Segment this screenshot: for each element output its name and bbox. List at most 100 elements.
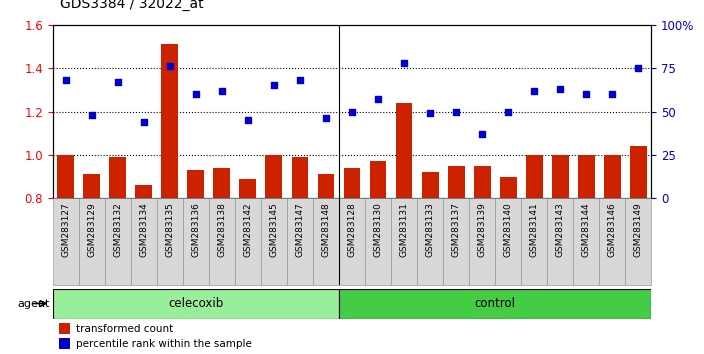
Text: GSM283131: GSM283131: [400, 202, 408, 257]
Text: GSM283140: GSM283140: [503, 202, 513, 257]
Point: [60, 78, 71, 83]
Point: [242, 117, 253, 123]
Text: GSM283141: GSM283141: [529, 202, 539, 257]
Bar: [187, 170, 204, 354]
Text: GSM283143: GSM283143: [555, 202, 565, 257]
Bar: [396, 103, 413, 354]
Text: GSM283130: GSM283130: [374, 202, 382, 257]
Bar: [209, 198, 235, 285]
Bar: [422, 172, 439, 354]
Bar: [448, 166, 465, 354]
Bar: [370, 161, 386, 354]
Bar: [313, 198, 339, 285]
Point: [112, 79, 123, 85]
Text: GSM283128: GSM283128: [348, 202, 356, 257]
Text: GSM283144: GSM283144: [582, 202, 591, 257]
Text: percentile rank within the sample: percentile rank within the sample: [75, 339, 251, 349]
Bar: [344, 168, 360, 354]
Bar: [161, 44, 178, 354]
Point: [138, 119, 149, 125]
Bar: [287, 198, 313, 285]
Bar: [469, 198, 495, 285]
Bar: [443, 198, 469, 285]
Bar: [105, 198, 131, 285]
Point: [425, 110, 436, 116]
Bar: [547, 198, 573, 285]
Bar: [474, 166, 491, 354]
Bar: [157, 198, 183, 285]
Text: control: control: [474, 297, 515, 310]
Text: GSM283134: GSM283134: [139, 202, 149, 257]
Point: [372, 97, 384, 102]
Bar: [265, 155, 282, 354]
Bar: [261, 198, 287, 285]
Bar: [339, 198, 365, 285]
Point: [398, 60, 410, 66]
Text: GSM283137: GSM283137: [451, 202, 460, 257]
Bar: [59, 338, 70, 349]
Text: GSM283142: GSM283142: [244, 202, 253, 257]
Point: [86, 112, 97, 118]
Point: [216, 88, 227, 93]
Bar: [183, 198, 209, 285]
Text: GSM283149: GSM283149: [634, 202, 643, 257]
Text: GSM283129: GSM283129: [87, 202, 96, 257]
Bar: [83, 175, 100, 354]
Point: [633, 65, 644, 71]
Text: GSM283127: GSM283127: [61, 202, 70, 257]
Bar: [495, 198, 521, 285]
Bar: [57, 155, 74, 354]
Bar: [59, 324, 70, 334]
Text: GSM283146: GSM283146: [608, 202, 617, 257]
Bar: [573, 198, 599, 285]
Bar: [135, 185, 152, 354]
Bar: [630, 146, 647, 354]
Point: [503, 109, 514, 114]
Bar: [500, 177, 517, 354]
Point: [268, 82, 279, 88]
Point: [190, 91, 201, 97]
Bar: [318, 175, 334, 354]
Bar: [131, 198, 157, 285]
Bar: [625, 198, 651, 285]
Text: GSM283133: GSM283133: [425, 202, 434, 257]
Point: [477, 131, 488, 137]
Point: [164, 64, 175, 69]
Text: GDS3384 / 32022_at: GDS3384 / 32022_at: [60, 0, 203, 11]
Point: [555, 86, 566, 92]
Bar: [521, 198, 547, 285]
Point: [581, 91, 592, 97]
Bar: [239, 179, 256, 354]
Point: [320, 116, 332, 121]
Bar: [604, 155, 621, 354]
Text: GSM283132: GSM283132: [113, 202, 122, 257]
Text: agent: agent: [17, 298, 49, 309]
Bar: [391, 198, 417, 285]
Bar: [291, 157, 308, 354]
Point: [607, 91, 618, 97]
Text: GSM283135: GSM283135: [165, 202, 175, 257]
Text: GSM283145: GSM283145: [270, 202, 279, 257]
Bar: [552, 155, 569, 354]
Bar: [365, 198, 391, 285]
Bar: [213, 168, 230, 354]
Text: GSM283138: GSM283138: [218, 202, 227, 257]
Text: celecoxib: celecoxib: [168, 297, 224, 310]
Bar: [53, 289, 339, 319]
Bar: [526, 155, 543, 354]
Point: [346, 109, 358, 114]
Bar: [417, 198, 443, 285]
Text: GSM283148: GSM283148: [322, 202, 330, 257]
Bar: [235, 198, 261, 285]
Text: GSM283136: GSM283136: [191, 202, 201, 257]
Bar: [578, 155, 595, 354]
Point: [294, 78, 306, 83]
Point: [451, 109, 462, 114]
Text: GSM283139: GSM283139: [477, 202, 486, 257]
Bar: [599, 198, 625, 285]
Bar: [79, 198, 105, 285]
Bar: [109, 157, 126, 354]
Text: transformed count: transformed count: [75, 324, 172, 334]
Bar: [53, 198, 79, 285]
Bar: [339, 289, 651, 319]
